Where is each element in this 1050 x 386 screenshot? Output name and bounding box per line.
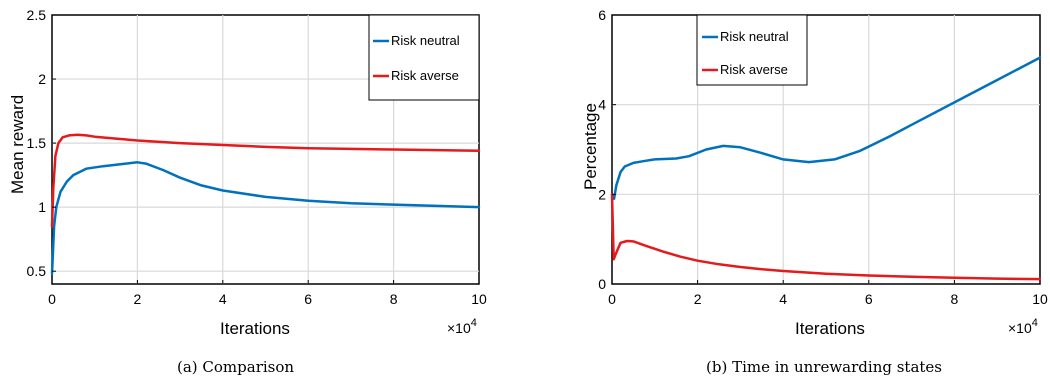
y-axis-label: Percentage	[581, 103, 600, 190]
x-axis-label: Iterations	[220, 319, 290, 338]
grid-lines	[52, 15, 479, 284]
legend-label-risk-neutral: Risk neutral	[720, 29, 789, 44]
legend-label-risk-neutral: Risk neutral	[391, 33, 460, 48]
x-tick-label: 2	[134, 291, 142, 307]
x-tick-label: 10	[471, 291, 487, 307]
y-axis-label: Mean reward	[8, 95, 27, 194]
x-multiplier-base: ×10	[1008, 320, 1032, 336]
legend-label-risk-averse: Risk averse	[391, 68, 459, 83]
x-tick-label: 6	[304, 291, 312, 307]
series-lines	[50, 133, 481, 276]
series-line-risk-averse	[50, 133, 481, 228]
y-tick-label: 2	[598, 186, 606, 202]
x-tick-label: 10	[1032, 291, 1048, 307]
x-axis-label: Iterations	[795, 319, 865, 338]
x-tick-label: 4	[779, 291, 787, 307]
legend: Risk neutral Risk averse	[368, 14, 480, 101]
y-tick-label: 4	[598, 97, 606, 113]
caption-a: (a) Comparison	[177, 358, 294, 376]
x-tick-label: 8	[951, 291, 959, 307]
series-line-risk-neutral	[50, 161, 481, 276]
y-tick-label: 2.5	[27, 7, 47, 23]
x-tick-label: 6	[865, 291, 873, 307]
y-tick-label: 2	[38, 71, 46, 87]
x-multiplier-exponent: 4	[471, 317, 477, 329]
series-line-risk-averse	[610, 193, 1042, 281]
x-tick-label: 4	[219, 291, 227, 307]
x-multiplier-exponent: 4	[1032, 317, 1038, 329]
series-lines	[610, 56, 1042, 281]
y-tick-label: 0	[598, 276, 606, 292]
x-tick-label: 0	[608, 291, 616, 307]
plot-area	[611, 14, 1041, 285]
y-tick-label: 1.5	[27, 135, 47, 151]
tick-labels: 0 2 4 6 8 10 0 2 4 6	[598, 7, 1048, 307]
chart-mean-reward: 0 2 4 6 8 10 0.5 1 1.5 2 2.5 Iterations Mean rewar…	[8, 7, 487, 376]
tick-labels: 0 2 4 6 8 10 0.5 1 1.5 2 2.5	[27, 7, 487, 307]
x-tick-label: 0	[48, 291, 56, 307]
y-tick-label: 1	[38, 199, 46, 215]
y-tick-label: 0.5	[27, 263, 47, 279]
x-tick-label: 2	[694, 291, 702, 307]
x-multiplier-base: ×10	[447, 320, 471, 336]
legend-box	[368, 14, 480, 101]
x-multiplier: ×104	[1008, 317, 1038, 336]
y-tick-label: 6	[598, 7, 606, 23]
caption-b: (b) Time in unrewarding states	[706, 358, 942, 376]
legend: Risk neutral Risk averse	[696, 14, 808, 86]
legend-box	[696, 14, 808, 86]
legend-label-risk-averse: Risk averse	[720, 62, 788, 77]
series-line-risk-neutral	[610, 56, 1042, 201]
x-tick-label: 8	[390, 291, 398, 307]
x-multiplier: ×104	[447, 317, 477, 336]
